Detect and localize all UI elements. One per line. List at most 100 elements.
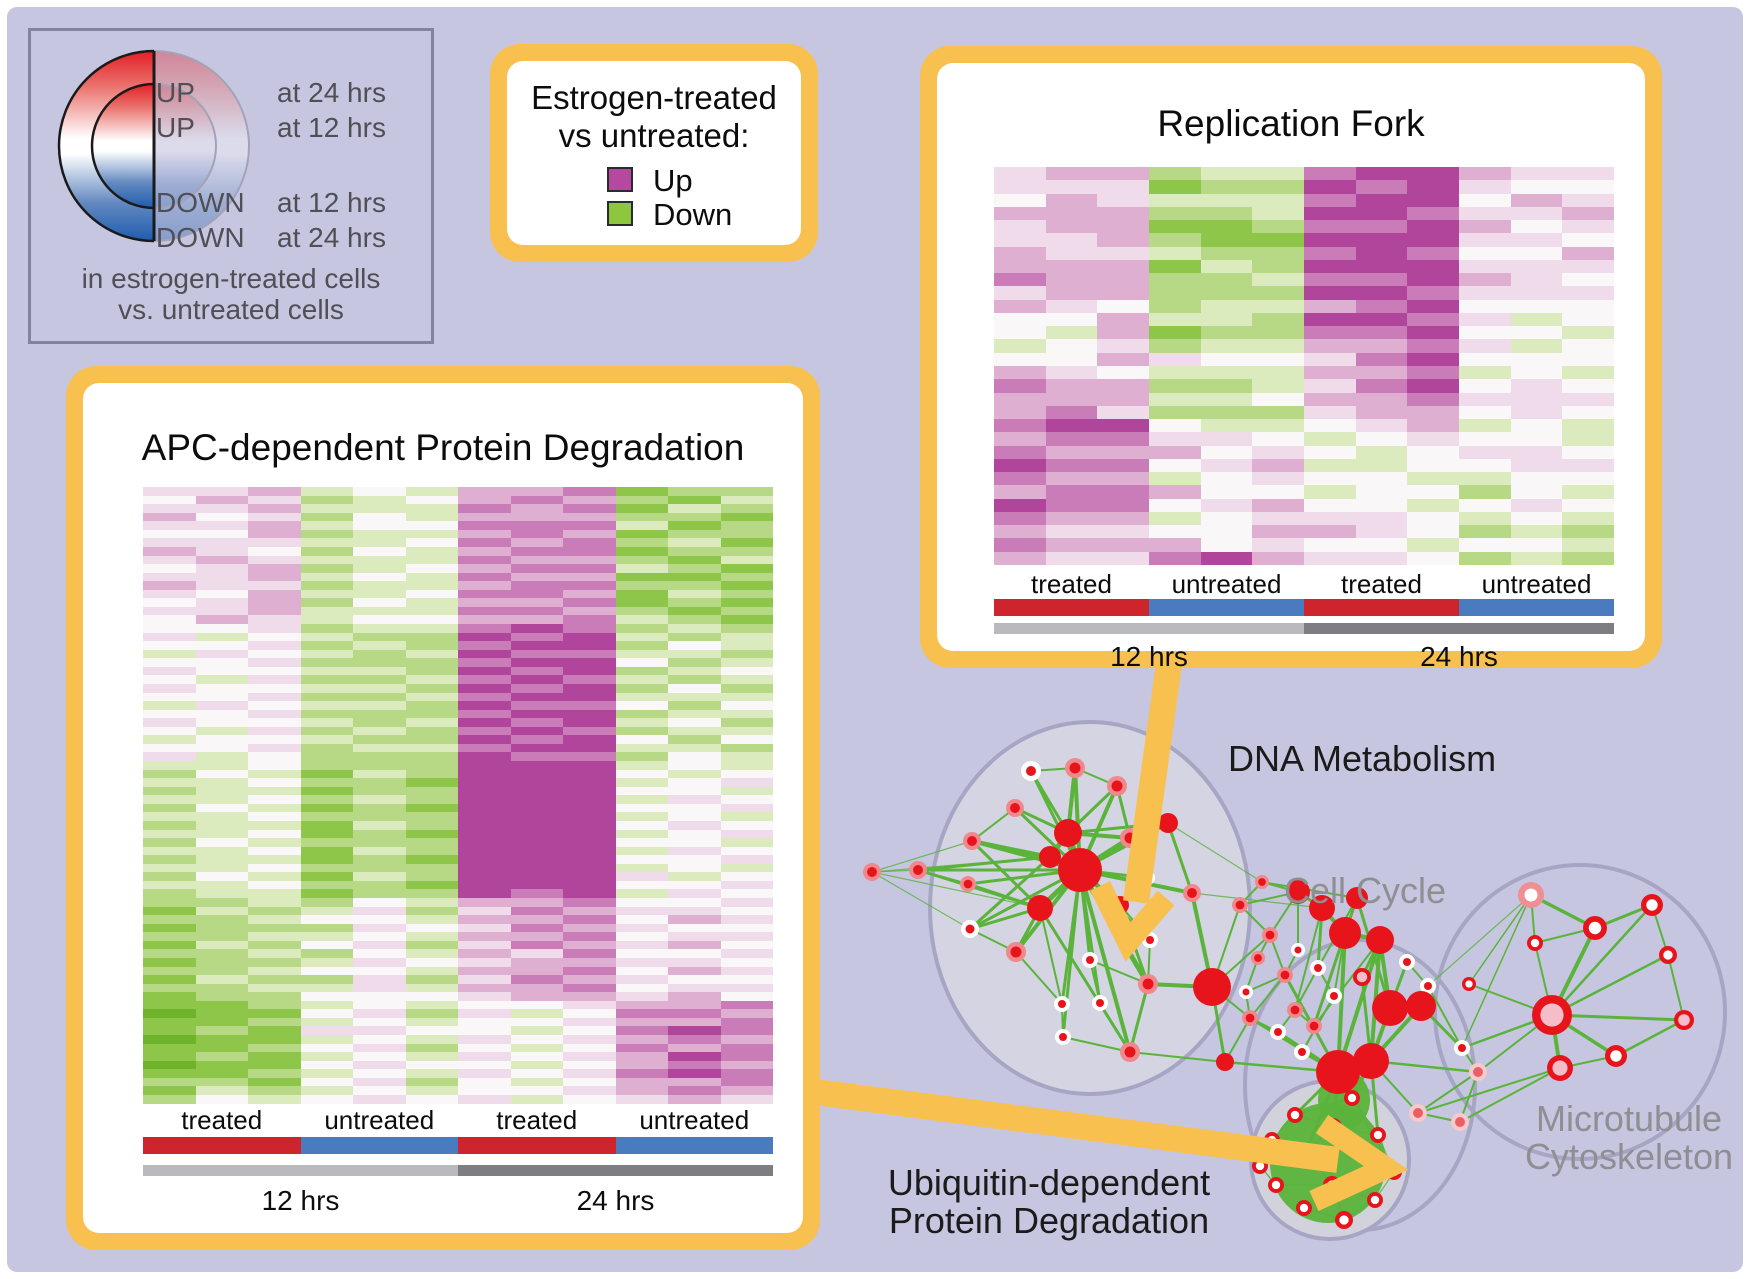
heatmap-cell (353, 1035, 406, 1044)
heatmap-cell (353, 880, 406, 890)
network-node-core (965, 924, 975, 934)
heatmap-cell (458, 863, 511, 873)
heatmap-cell (248, 932, 301, 941)
heatmap-cell (405, 846, 458, 856)
heatmap-cell (1045, 472, 1098, 486)
heatmap-cell (248, 718, 301, 727)
heatmap-cell (563, 975, 616, 984)
heatmap-cell (300, 692, 353, 702)
heatmap-cell (1200, 233, 1253, 247)
heatmap-row (143, 504, 773, 513)
heatmap-cell (1407, 551, 1460, 565)
heatmap-cell (720, 658, 773, 667)
heatmap-cell (1045, 312, 1098, 327)
apc-panel-title: APC-dependent Protein Degradation (141, 427, 745, 468)
heatmap-row (143, 718, 773, 727)
heatmap-cell (668, 1077, 721, 1087)
heatmap-cell (615, 1017, 668, 1027)
heatmap-cell (615, 769, 668, 779)
heatmap-cell (1149, 485, 1201, 499)
heatmap-cell (1045, 206, 1098, 221)
heatmap-cell (668, 769, 721, 779)
rf-time-labels: 12 hrs 24 hrs (994, 641, 1614, 673)
heatmap-cell (1149, 246, 1201, 260)
heatmap-cell (1097, 365, 1150, 380)
heatmap-cell (615, 529, 668, 539)
heatmap-cell (248, 564, 301, 573)
heatmap-cell (1459, 551, 1511, 565)
heatmap-cell (720, 487, 773, 496)
heatmap-row (143, 615, 773, 624)
heatmap-cell (1200, 458, 1253, 473)
heatmap-cell (353, 761, 406, 770)
heatmap-cell (353, 572, 406, 582)
heatmap-cell (563, 992, 616, 1001)
heatmap-cell (1355, 498, 1408, 512)
heatmap-cell (1510, 485, 1563, 499)
heatmap-cell (143, 812, 196, 821)
heatmap-cell (994, 286, 1046, 300)
heatmap-cell (195, 846, 248, 856)
heatmap-cell (1097, 299, 1150, 313)
heatmap-cell (615, 889, 668, 898)
up-color-swatch (607, 167, 633, 192)
up-label: Up (653, 163, 693, 198)
heatmap-row (143, 632, 773, 642)
heatmap-cell (195, 555, 248, 565)
heatmap-cell (353, 872, 406, 881)
heatmap-cell (195, 495, 248, 505)
heatmap-cell (510, 1017, 563, 1027)
heatmap-cell (195, 1086, 248, 1095)
heatmap-cell (300, 983, 353, 993)
heatmap-cell (248, 983, 301, 993)
heatmap-cell (1097, 339, 1150, 353)
heatmap-cell (353, 538, 406, 547)
heatmap-cell (720, 1077, 773, 1087)
heatmap-cell (405, 718, 458, 727)
heatmap-cell (510, 726, 563, 736)
heatmap-cell (353, 915, 406, 924)
heatmap-cell (1149, 551, 1201, 565)
heatmap-cell (510, 838, 563, 847)
heatmap-cell (300, 632, 353, 642)
heatmap-cell (994, 352, 1046, 366)
heatmap-cell (720, 923, 773, 933)
heatmap-cell (510, 778, 563, 787)
network-edge (1015, 951, 1063, 1005)
heatmap-cell (1407, 273, 1460, 287)
heatmap-cell (615, 632, 668, 642)
heatmap-cell (143, 546, 196, 556)
heatmap-cell (195, 898, 248, 907)
heatmap-cell (353, 735, 406, 744)
heatmap-cell (353, 589, 406, 599)
heatmap-cell (668, 538, 721, 547)
heatmap-cell (195, 589, 248, 599)
heatmap-cell (248, 546, 301, 556)
heatmap-cell (668, 1043, 721, 1053)
heatmap-cell (1200, 525, 1253, 539)
heatmap-cell (994, 193, 1046, 207)
heatmap-cell (143, 966, 196, 976)
arrow-apc-to-ubiquitin-head (1309, 1114, 1409, 1211)
heatmap-cell (720, 572, 773, 582)
heatmap-cell (195, 975, 248, 984)
heatmap-cell (1045, 525, 1098, 539)
heatmap-cell (563, 641, 616, 650)
heatmap-cell (1459, 273, 1511, 287)
heatmap-cell (1562, 405, 1615, 420)
heatmap-cell (143, 915, 196, 924)
heatmap-row (143, 538, 773, 547)
heatmap-cell (300, 1060, 353, 1070)
heatmap-cell (1407, 352, 1460, 366)
heatmap-cell (248, 966, 301, 976)
heatmap-cell (668, 606, 721, 616)
heatmap-cell (1459, 511, 1511, 526)
heatmap-cell (1097, 220, 1150, 234)
heatmap-cell (405, 624, 458, 633)
heatmap-cell (143, 692, 196, 702)
heatmap-cell (615, 615, 668, 624)
heatmap-cell (195, 1094, 248, 1104)
heatmap-cell (458, 1060, 511, 1070)
heatmap-cell (405, 923, 458, 933)
